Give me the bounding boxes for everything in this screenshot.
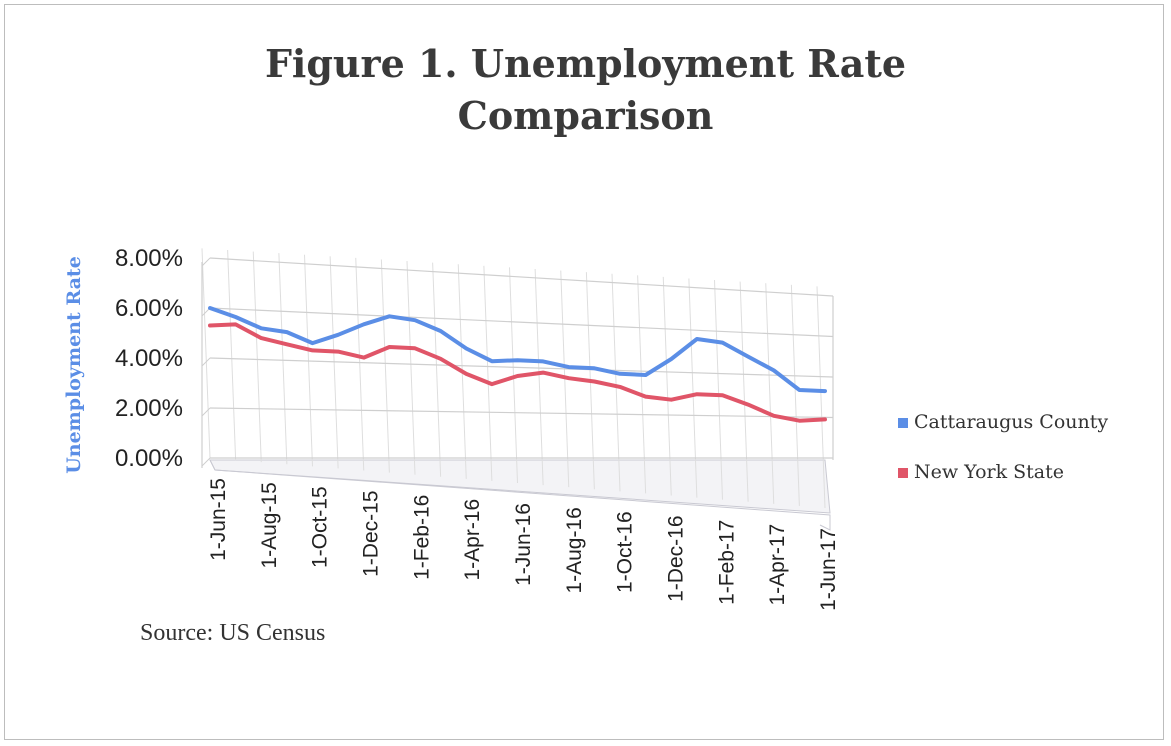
y-axis: 0.00% 2.00% 4.00% 6.00% 8.00%: [115, 245, 183, 472]
grid-line-vertical: [483, 265, 493, 481]
grid-line-vertical: [432, 262, 442, 477]
series-line-new-york-state: [208, 322, 827, 423]
grid-line-side: [201, 357, 211, 367]
x-tick-label: 1-Dec-15: [360, 491, 383, 577]
grid-line-vertical: [278, 253, 288, 465]
chart-title-line-1: Figure 1. Unemployment Rate: [264, 41, 907, 86]
source-note: Source: US Census: [140, 620, 326, 646]
grid-line-vertical: [662, 276, 672, 496]
grid-line-vertical: [816, 286, 826, 509]
chart-frame: [4, 4, 1164, 740]
grid-line-side: [201, 407, 211, 417]
x-axis: 1-Jun-15 1-Aug-15 1-Oct-15 1-Dec-15 1-Feb-16…: [207, 478, 840, 611]
grid-line-horizontal: [209, 407, 834, 419]
y-tick-label: 8.00%: [115, 245, 183, 272]
grid-line-side: [201, 257, 211, 267]
grid-line-vertical: [355, 257, 365, 471]
x-tick-label: 1-Feb-16: [410, 495, 433, 580]
x-tick-label: 1-Jun-17: [817, 528, 840, 611]
grid-line-vertical: [688, 278, 698, 498]
chart-title-line-2: Comparison: [457, 93, 714, 138]
x-tick-label: 1-Aug-16: [563, 507, 586, 593]
x-tick-label: 1-Oct-15: [309, 486, 332, 568]
grid-line-vertical: [790, 284, 800, 506]
y-tick-label: 2.00%: [115, 395, 183, 422]
grid-line-horizontal: [209, 357, 834, 378]
grid-line-vertical: [227, 249, 237, 461]
grid-line-vertical: [380, 259, 390, 473]
chart-title: Figure 1. Unemployment Rate Comparison: [0, 38, 1171, 142]
grid-line-horizontal: [209, 257, 834, 297]
grid-line-horizontal: [209, 307, 834, 338]
series-group: [208, 306, 827, 423]
grid-line-vertical: [714, 280, 723, 500]
x-tick-label: 1-Jun-15: [207, 478, 230, 561]
legend-swatch: [898, 418, 908, 428]
grid-line-vertical: [534, 268, 544, 486]
x-tick-label: 1-Jun-16: [512, 503, 535, 586]
series-line-cattaraugus-county: [208, 306, 827, 394]
x-tick-label: 1-Apr-17: [766, 524, 789, 606]
y-tick-label: 0.00%: [115, 445, 183, 472]
legend-label: Cattaraugus County: [914, 411, 1108, 433]
x-tick-label: 1-Oct-16: [614, 511, 637, 593]
y-axis-label: Unemployment Rate: [63, 256, 85, 474]
x-tick-label: 1-Feb-17: [715, 520, 738, 605]
grid-line-vertical: [739, 281, 749, 502]
y-tick-label: 6.00%: [115, 295, 183, 322]
grid-line-vertical: [637, 275, 647, 494]
grid-line-vertical: [252, 251, 262, 463]
grid-line-vertical: [406, 261, 416, 475]
x-tick-label: 1-Apr-16: [461, 499, 484, 581]
grid-line-vertical: [611, 273, 621, 492]
grid-line-vertical: [765, 283, 775, 504]
grid-line-side: [201, 457, 211, 467]
y-tick-label: 4.00%: [115, 345, 183, 372]
legend-label: New York State: [914, 461, 1064, 483]
grid-line-vertical: [201, 248, 211, 459]
grid: [201, 248, 834, 531]
legend: Cattaraugus County New York State: [898, 411, 1108, 483]
floor-edge: [209, 459, 831, 531]
legend-swatch: [898, 468, 908, 478]
x-tick-label: 1-Dec-16: [665, 516, 688, 602]
x-tick-label: 1-Aug-15: [258, 482, 281, 568]
